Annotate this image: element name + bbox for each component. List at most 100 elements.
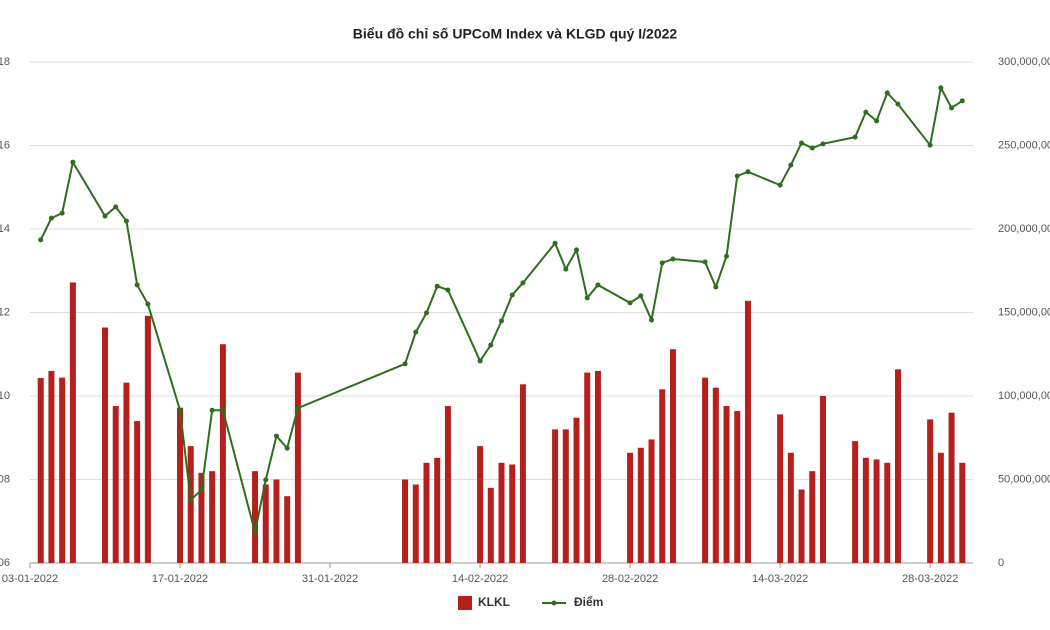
point	[852, 134, 858, 140]
y-tick-label: 112	[0, 306, 10, 318]
point	[595, 282, 601, 288]
point	[209, 407, 215, 413]
bar	[273, 479, 280, 563]
x-tick-label: 28-03-2022	[902, 573, 958, 585]
bar	[294, 372, 301, 563]
point	[402, 361, 408, 367]
x-tick-label: 31-01-2022	[302, 573, 358, 585]
point	[48, 215, 54, 221]
point	[59, 210, 65, 216]
point	[949, 105, 955, 111]
bar	[723, 406, 730, 563]
point	[874, 118, 880, 124]
bar	[862, 457, 869, 563]
bar	[937, 452, 944, 563]
bar	[219, 344, 226, 563]
y2-tick-label: 300,000,000	[998, 56, 1050, 68]
y-tick-label: 118	[0, 56, 10, 68]
bar	[573, 417, 580, 563]
point	[488, 342, 494, 348]
bar	[584, 372, 591, 563]
bar	[519, 384, 526, 563]
bar	[187, 446, 194, 563]
point	[799, 140, 805, 146]
bar	[712, 387, 719, 563]
bar	[787, 452, 794, 563]
y-tick-label: 114	[0, 223, 10, 235]
y-tick-label: 116	[0, 139, 10, 151]
bar	[209, 471, 216, 563]
bar	[927, 419, 934, 563]
bar	[552, 429, 559, 563]
point	[884, 90, 890, 96]
y-tick-label: 106	[0, 557, 10, 569]
bar	[852, 441, 859, 563]
chart-title: Biểu đồ chỉ số UPCoM Index và KLGD quý I…	[353, 26, 678, 42]
bar	[177, 407, 184, 563]
point	[509, 292, 515, 298]
point	[423, 310, 429, 316]
bar	[144, 315, 151, 563]
point	[724, 253, 730, 259]
bar	[252, 471, 259, 563]
point	[927, 142, 933, 148]
point	[145, 301, 151, 307]
bar	[648, 439, 655, 563]
legend-swatch	[458, 596, 472, 610]
point	[252, 529, 258, 535]
point	[295, 405, 301, 411]
legend-label: Điểm	[574, 595, 603, 609]
point	[734, 173, 740, 179]
bar	[69, 282, 76, 563]
point	[638, 293, 644, 299]
y2-tick-label: 150,000,000	[998, 306, 1050, 318]
bar	[819, 396, 826, 563]
legend-label: KLKL	[478, 595, 510, 609]
bar	[477, 446, 484, 563]
bar	[809, 471, 816, 563]
bar	[702, 377, 709, 563]
x-tick-label: 03-01-2022	[2, 573, 58, 585]
bar	[562, 429, 569, 563]
bar	[627, 452, 634, 563]
bar	[777, 414, 784, 563]
bar	[734, 411, 741, 563]
bar	[134, 421, 141, 563]
point	[198, 487, 204, 493]
point	[220, 407, 226, 413]
point	[434, 283, 440, 289]
bar	[659, 389, 666, 563]
point	[627, 300, 633, 306]
point	[273, 433, 279, 439]
x-tick-label: 17-01-2022	[152, 573, 208, 585]
bar	[423, 462, 430, 563]
point	[788, 162, 794, 168]
point	[38, 237, 44, 243]
y2-tick-label: 250,000,000	[998, 139, 1050, 151]
point	[670, 256, 676, 262]
point	[745, 169, 751, 175]
point	[777, 182, 783, 188]
point	[123, 218, 129, 224]
bar	[894, 369, 901, 563]
bar	[37, 377, 44, 563]
bar	[744, 300, 751, 563]
point	[499, 318, 504, 324]
point	[520, 280, 526, 286]
point	[477, 358, 483, 364]
point	[134, 282, 140, 288]
y-tick-label: 108	[0, 473, 10, 485]
point	[102, 213, 108, 219]
point	[70, 159, 76, 165]
line	[39, 84, 963, 533]
point	[702, 259, 708, 265]
point	[959, 98, 965, 104]
bar	[873, 459, 880, 563]
point	[113, 204, 119, 210]
bar	[48, 370, 55, 563]
point	[188, 497, 194, 503]
bar	[434, 457, 441, 563]
bar	[487, 487, 494, 563]
bar	[284, 496, 291, 563]
